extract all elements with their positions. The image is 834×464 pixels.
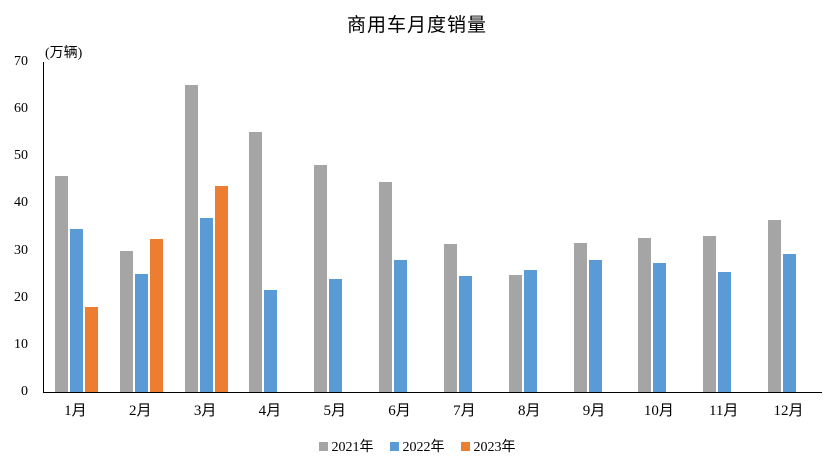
bar-group-5月: [303, 62, 368, 392]
bar-2022年-6月: [394, 259, 408, 392]
y-tick-label: 30: [14, 242, 28, 258]
x-axis-label-9月: 9月: [582, 403, 606, 419]
bar-2022年-9月: [588, 260, 602, 392]
x-axis-label-4月: 4月: [258, 403, 282, 419]
y-axis-unit-label: (万辆): [45, 46, 83, 61]
legend-label: 2021年: [331, 440, 374, 455]
bar-group-8月: [498, 62, 563, 392]
bar-2022年-3月: [199, 217, 213, 392]
legend-swatch: [389, 441, 399, 451]
bar-2021年-6月: [379, 181, 393, 392]
bar-2022年-5月: [329, 278, 343, 392]
legend-swatch: [460, 441, 470, 451]
bar-2022年-1月: [69, 229, 83, 392]
bar-2021年-12月: [768, 219, 782, 392]
bar-2021年-3月: [184, 84, 198, 392]
bar-2021年-8月: [508, 275, 522, 392]
x-axis-label-7月: 7月: [453, 403, 476, 419]
bar-group-10月: [627, 62, 692, 392]
bar-group-2月: [109, 62, 174, 392]
bar-2021年-7月: [443, 244, 457, 392]
plot-area: [43, 62, 822, 393]
bar-group-3月: [174, 62, 239, 392]
x-axis-label-6月: 6月: [388, 403, 411, 419]
legend-item-2023年: 2023年: [460, 436, 516, 456]
x-axis-label-5月: 5月: [323, 403, 346, 419]
legend-label: 2023年: [473, 440, 516, 455]
bar-2023年-2月: [149, 239, 163, 392]
bar-2022年-4月: [264, 290, 278, 392]
bar-2021年-5月: [314, 164, 328, 392]
legend-item-2021年: 2021年: [318, 436, 374, 456]
y-tick-label: 0: [21, 384, 28, 399]
bar-2021年-10月: [638, 238, 652, 392]
y-tick-label: 40: [14, 195, 28, 211]
x-axis-label-10月: 10月: [643, 403, 674, 419]
bar-group-9月: [563, 62, 628, 392]
bar-2021年-2月: [119, 251, 133, 392]
y-tick-label: 10: [14, 336, 28, 352]
bar-group-4月: [238, 62, 303, 392]
bar-2021年-1月: [54, 176, 68, 392]
legend-swatch: [318, 441, 328, 451]
bar-group-1月: [44, 62, 109, 392]
bar-2022年-11月: [718, 272, 732, 392]
bar-2021年-4月: [249, 132, 263, 392]
bar-2022年-7月: [458, 276, 472, 392]
bar-2023年-1月: [84, 307, 98, 392]
legend-label: 2022年: [402, 440, 445, 455]
x-axis-label-1月: 1月: [64, 403, 87, 419]
bar-2021年-9月: [573, 242, 587, 392]
chart-title: 商用车月度销量: [346, 15, 487, 36]
bar-2022年-12月: [783, 254, 797, 392]
y-tick-label: 20: [14, 289, 28, 305]
y-tick-label: 70: [14, 54, 28, 69]
bar-group-11月: [692, 62, 757, 392]
x-axis-labels: 1月 2月 3月 4月 5月 6月 7月 8月 9月 10月 11月 12月: [43, 399, 821, 420]
bar-2022年-2月: [134, 274, 148, 392]
bar-2022年-10月: [653, 263, 667, 392]
bar-2022年-8月: [523, 269, 537, 392]
bar-2021年-11月: [703, 235, 717, 392]
legend: 2021年 2022年 2023年: [0, 436, 834, 456]
bar-group-7月: [433, 62, 498, 392]
x-axis-label-11月: 11月: [708, 403, 739, 419]
x-axis-label-3月: 3月: [193, 403, 217, 419]
legend-item-2022年: 2022年: [389, 436, 445, 456]
bar-group-6月: [368, 62, 433, 392]
y-tick-label: 50: [14, 148, 28, 164]
y-tick-label: 60: [14, 101, 28, 117]
bar-2023年-3月: [214, 186, 228, 392]
x-axis-label-2月: 2月: [128, 403, 152, 419]
x-axis-label-8月: 8月: [517, 403, 541, 419]
x-axis-label-12月: 12月: [773, 403, 804, 419]
bar-group-12月: [757, 62, 822, 392]
